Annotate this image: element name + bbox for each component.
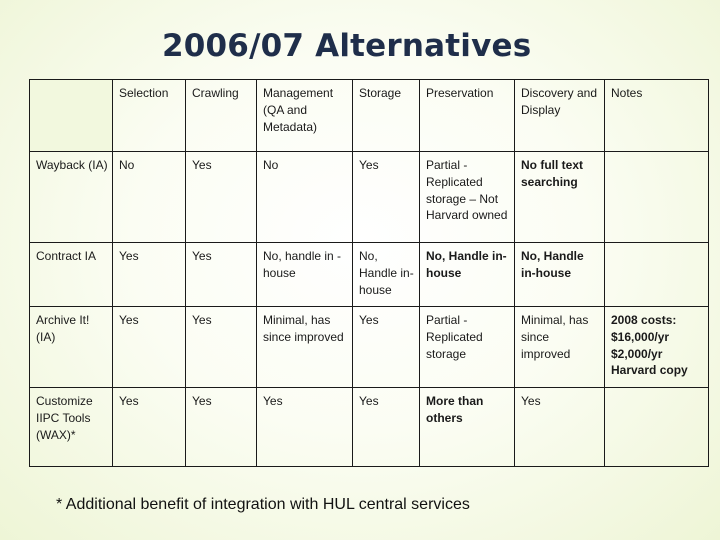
table-cell [604, 151, 709, 243]
table-cell: Yes [352, 151, 420, 243]
table-cell: Yes [185, 242, 257, 307]
alternatives-table: Selection Crawling Management (QA and Me… [29, 79, 709, 467]
header-crawling: Crawling [185, 79, 257, 152]
header-discovery: Discovery and Display [514, 79, 605, 152]
table-header-row: Selection Crawling Management (QA and Me… [29, 79, 709, 152]
table-cell: Yes [112, 306, 186, 388]
notes-cell: 2008 costs: $16,000/yr $2,000/yr Harvard… [604, 306, 709, 388]
row-label: Customize IIPC Tools (WAX)* [29, 387, 113, 467]
table-cell: More than others [419, 387, 515, 467]
table-cell: Yes [185, 151, 257, 243]
header-notes: Notes [604, 79, 709, 152]
row-label: Contract IA [29, 242, 113, 307]
table-cell: Yes [112, 387, 186, 467]
table-cell [604, 387, 709, 467]
header-storage: Storage [352, 79, 420, 152]
table-cell: No, Handle in-house [352, 242, 420, 307]
table-cell: Yes [256, 387, 353, 467]
table-cell: No [256, 151, 353, 243]
table-cell: No, handle in -house [256, 242, 353, 307]
table-cell: Minimal, has since improved [514, 306, 605, 388]
table-cell: Yes [185, 306, 257, 388]
header-management: Management (QA and Metadata) [256, 79, 353, 152]
table-cell: Partial - Replicated storage – Not Harva… [419, 151, 515, 243]
table-cell: Yes [112, 242, 186, 307]
footnote: * Additional benefit of integration with… [56, 496, 470, 513]
table-row: Wayback (IA) No Yes No Yes Partial - Rep… [29, 151, 709, 243]
row-label: Archive It! (IA) [29, 306, 113, 388]
table-cell: No [112, 151, 186, 243]
table-cell [604, 242, 709, 307]
table-cell: Yes [352, 387, 420, 467]
table-cell: Minimal, has since improved [256, 306, 353, 388]
table-cell: Partial - Replicated storage [419, 306, 515, 388]
table-cell: No full text searching [514, 151, 605, 243]
table-cell: Yes [185, 387, 257, 467]
table-row: Archive It! (IA) Yes Yes Minimal, has si… [29, 306, 709, 388]
table-cell: Yes [352, 306, 420, 388]
table-cell: Yes [514, 387, 605, 467]
header-selection: Selection [112, 79, 186, 152]
table-cell: No, Handle in-house [514, 242, 605, 307]
table-row: Contract IA Yes Yes No, handle in -house… [29, 242, 709, 307]
header-preservation: Preservation [419, 79, 515, 152]
header-corner-cell [29, 79, 113, 152]
slide-title: 2006/07 Alternatives [162, 28, 532, 64]
row-label: Wayback (IA) [29, 151, 113, 243]
table-row: Customize IIPC Tools (WAX)* Yes Yes Yes … [29, 387, 709, 467]
table-cell: No, Handle in-house [419, 242, 515, 307]
